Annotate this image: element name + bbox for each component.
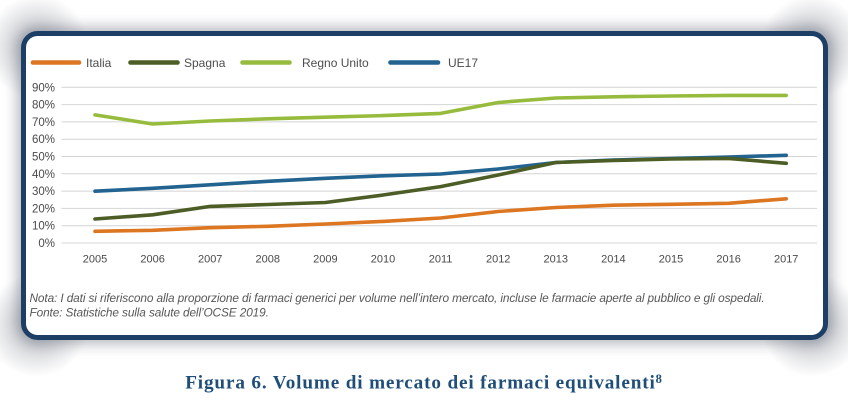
svg-text:2015: 2015: [659, 253, 683, 265]
svg-text:2005: 2005: [83, 253, 107, 265]
svg-text:20%: 20%: [32, 203, 55, 215]
svg-text:2012: 2012: [486, 253, 510, 265]
svg-text:2014: 2014: [601, 253, 625, 265]
svg-text:50%: 50%: [32, 152, 55, 164]
svg-text:2013: 2013: [544, 253, 568, 265]
svg-text:2017: 2017: [774, 253, 798, 265]
svg-text:0%: 0%: [38, 238, 55, 250]
svg-text:2009: 2009: [313, 253, 337, 265]
svg-text:UE17: UE17: [448, 56, 478, 70]
svg-text:Figura 6. Volume di mercato de: Figura 6. Volume di mercato dei farmaci …: [185, 372, 663, 393]
svg-text:80%: 80%: [32, 100, 55, 112]
svg-text:2010: 2010: [371, 253, 395, 265]
svg-text:2007: 2007: [198, 253, 222, 265]
svg-text:70%: 70%: [32, 117, 55, 129]
svg-text:90%: 90%: [32, 82, 55, 94]
svg-text:10%: 10%: [32, 221, 55, 233]
svg-text:Italia: Italia: [86, 56, 112, 70]
svg-text:2006: 2006: [140, 253, 164, 265]
svg-text:Spagna: Spagna: [184, 56, 226, 70]
svg-text:60%: 60%: [32, 134, 55, 146]
svg-text:2008: 2008: [256, 253, 280, 265]
svg-text:2016: 2016: [716, 253, 740, 265]
svg-text:Regno Unito: Regno Unito: [302, 56, 369, 70]
svg-text:2011: 2011: [429, 253, 453, 265]
svg-text:40%: 40%: [32, 169, 55, 181]
svg-text:Fonte: Statistiche sulla salut: Fonte: Statistiche sulla salute dell’OCS…: [30, 306, 269, 320]
svg-text:30%: 30%: [32, 186, 55, 198]
svg-text:Nota: I dati si riferiscono al: Nota: I dati si riferiscono alla proporz…: [30, 291, 765, 305]
